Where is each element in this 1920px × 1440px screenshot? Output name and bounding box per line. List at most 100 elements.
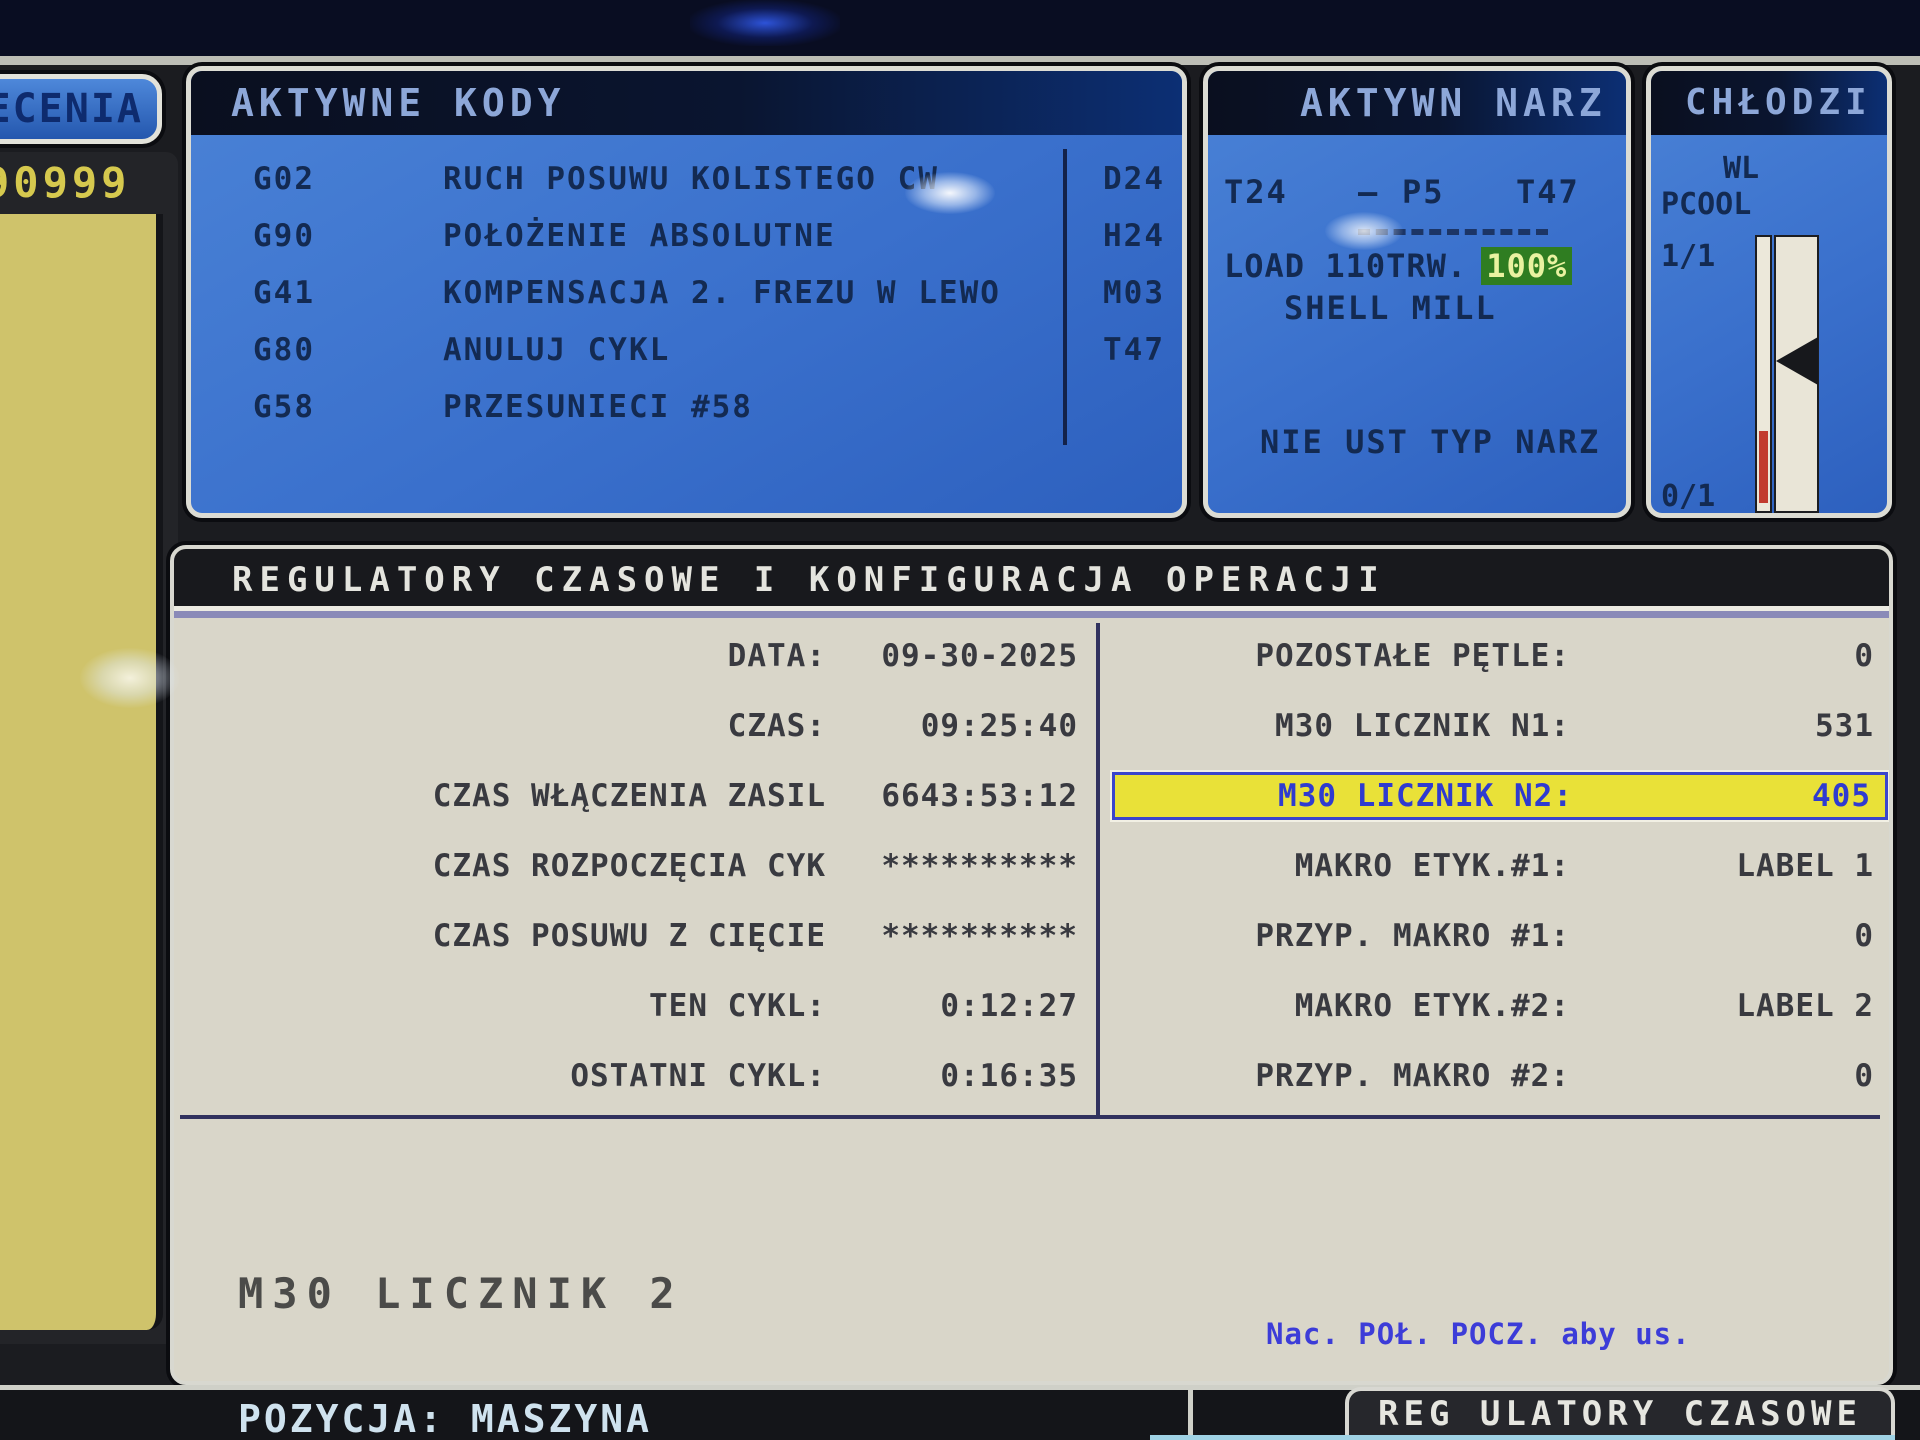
counter-value: 531	[1815, 708, 1874, 744]
timer-row: OSTATNI CYKL: 0:16:35	[312, 1055, 1078, 1097]
counter-label: M30 LICZNIK N1:	[1275, 708, 1570, 744]
timer-value: 0:16:35	[940, 1058, 1078, 1094]
active-tool-body: T24 – P5 T47 LOAD 110TRW. 100% SHELL MILL…	[1208, 135, 1626, 513]
tab-programs[interactable]: ECENIA	[0, 74, 162, 144]
timers-bottom-divider	[180, 1115, 1880, 1119]
screen-reflection	[690, 0, 840, 46]
counter-label: PRZYP. MAKRO #1:	[1255, 918, 1570, 954]
active-codes-panel: AKTYWNE KODY G02 RUCH POSUWU KOLISTEGO C…	[186, 66, 1187, 518]
other-code: H24	[1103, 218, 1165, 254]
counter-label: PRZYP. MAKRO #2:	[1255, 1058, 1570, 1094]
timers-right-column: POZOSTAŁE PĘTLE: 0 M30 LICZNIK N1: 531 M…	[1110, 635, 1889, 1125]
timers-panel: REGULATORY CZASOWE I KONFIGURACJA OPERAC…	[170, 545, 1893, 1385]
counter-label: M30 LICZNIK N2:	[1278, 778, 1573, 814]
coolant-level-marker-icon	[1776, 337, 1818, 385]
timer-row: DATA: 09-30-2025	[312, 635, 1078, 677]
tool-pocket: P5	[1402, 173, 1445, 211]
other-code: M03	[1103, 275, 1165, 311]
tool-number: T24	[1224, 173, 1288, 211]
bottom-bar-vertical-divider	[1188, 1385, 1193, 1440]
gcode: G80	[253, 332, 315, 368]
timer-row: CZAS: 09:25:40	[312, 705, 1078, 747]
top-bezel-strip	[0, 0, 1920, 58]
tool-load-line: LOAD 110TRW. 100%	[1224, 247, 1573, 285]
bottom-bar-divider	[0, 1385, 1920, 1390]
timers-title: REGULATORY CZASOWE I KONFIGURACJA OPERAC…	[174, 549, 1889, 611]
position-mode-label: POZYCJA: MASZYNA	[238, 1397, 653, 1440]
counter-value: 405	[1812, 778, 1871, 814]
active-tool-panel: AKTYWN NARZ T24 – P5 T47 LOAD 110TRW. 100…	[1203, 66, 1631, 518]
counter-row[interactable]: M30 LICZNIK N1: 531	[1112, 705, 1888, 747]
tool-load-value: 100%	[1481, 247, 1573, 285]
tab-timers-active[interactable]: REG ULATORY CZASOWE	[1345, 1387, 1895, 1440]
active-codes-body: G02 RUCH POSUWU KOLISTEGO CW G90 POŁOŻEN…	[191, 135, 1182, 513]
counter-value: 0	[1854, 1058, 1874, 1094]
coolant-top-value: 1/1	[1661, 239, 1716, 274]
counter-row-selected[interactable]: M30 LICZNIK N2: 405	[1110, 770, 1889, 822]
coolant-level-bar	[1755, 235, 1772, 513]
coolant-body: WL PCOOL 1/1 0/1	[1651, 135, 1887, 514]
tool-note: NIE UST TYP NARZ	[1260, 423, 1601, 461]
timer-value: 0:12:27	[940, 988, 1078, 1024]
timer-label: TEN CYKL:	[649, 988, 826, 1024]
counter-value: LABEL 2	[1736, 988, 1874, 1024]
selected-program-highlight[interactable]	[0, 214, 163, 1330]
gcode: G02	[253, 161, 315, 197]
program-number[interactable]: 90999	[0, 158, 131, 207]
coolant-state: WL	[1723, 151, 1760, 186]
timer-row: CZAS POSUWU Z CIĘCIE **********	[312, 915, 1078, 957]
bottom-status-bar: POZYCJA: MASZYNA REG ULATORY CZASOWE	[0, 1385, 1920, 1440]
coolant-bottom-value: 0/1	[1661, 479, 1716, 514]
timer-value: **********	[881, 918, 1078, 954]
counter-row[interactable]: PRZYP. MAKRO #1: 0	[1112, 915, 1888, 957]
gcode-description: KOMPENSACJA 2. FREZU W LEWO	[443, 275, 1001, 311]
gcode-description: POŁOŻENIE ABSOLUTNE	[443, 218, 836, 254]
gcode-description: RUCH POSUWU KOLISTEGO CW	[443, 161, 939, 197]
timer-row: TEN CYKL: 0:12:27	[312, 985, 1078, 1027]
counter-label: POZOSTAŁE PĘTLE:	[1255, 638, 1570, 674]
timer-label: CZAS WŁĄCZENIA ZASIL	[432, 778, 826, 814]
counter-row[interactable]: PRZYP. MAKRO #2: 0	[1112, 1055, 1888, 1097]
coolant-panel: CHŁODZI WL PCOOL 1/1 0/1	[1646, 66, 1892, 518]
other-code: D24	[1103, 161, 1165, 197]
tool-dash: –	[1358, 173, 1380, 211]
timers-left-column: DATA: 09-30-2025 CZAS: 09:25:40 CZAS WŁĄ…	[312, 635, 1078, 1125]
tool-load-label: LOAD 110TRW.	[1224, 247, 1468, 285]
softkey-strip-edge	[1150, 1435, 1895, 1440]
timer-value: 6643:53:12	[881, 778, 1078, 814]
timer-label: CZAS POSUWU Z CIĘCIE	[432, 918, 826, 954]
gcode-description: PRZESUNIECI #58	[443, 389, 753, 425]
counter-row[interactable]: POZOSTAŁE PĘTLE: 0	[1112, 635, 1888, 677]
timer-value: **********	[881, 848, 1078, 884]
program-list-panel: 90999	[0, 152, 178, 1344]
gcode: G41	[253, 275, 315, 311]
timer-label: OSTATNI CYKL:	[570, 1058, 826, 1094]
counter-row[interactable]: MAKRO ETYK.#1: LABEL 1	[1112, 845, 1888, 887]
coolant-title: CHŁODZI	[1651, 71, 1887, 135]
counter-label: MAKRO ETYK.#2:	[1294, 988, 1570, 1024]
coolant-level-fill	[1759, 431, 1768, 503]
tool-type: SHELL MILL	[1284, 289, 1497, 327]
counter-row[interactable]: MAKRO ETYK.#2: LABEL 2	[1112, 985, 1888, 1027]
timer-label: CZAS ROZPOCZĘCIA CYK	[432, 848, 826, 884]
timer-row: CZAS WŁĄCZENIA ZASIL 6643:53:12	[312, 775, 1078, 817]
timer-value: 09:25:40	[920, 708, 1078, 744]
codes-column-divider	[1063, 149, 1067, 445]
bezel-divider	[0, 56, 1920, 65]
counter-value: LABEL 1	[1736, 848, 1874, 884]
coolant-level-gauge	[1755, 235, 1819, 513]
timer-value: 09-30-2025	[881, 638, 1078, 674]
tab-timers-label: REG ULATORY CZASOWE	[1378, 1394, 1862, 1434]
gcode: G58	[253, 389, 315, 425]
next-tool-number: T47	[1516, 173, 1580, 211]
counter-value: 0	[1854, 638, 1874, 674]
reset-hint: Nac. POŁ. POCZ. aby us.	[1266, 1317, 1691, 1351]
gcode: G90	[253, 218, 315, 254]
selected-field-caption: M30 LICZNIK 2	[238, 1269, 684, 1318]
active-tool-title: AKTYWN NARZ	[1208, 71, 1626, 135]
timer-label: CZAS:	[727, 708, 826, 744]
timers-center-divider	[1096, 623, 1100, 1115]
other-code: T47	[1103, 332, 1165, 368]
tool-divider-line	[1358, 229, 1548, 235]
